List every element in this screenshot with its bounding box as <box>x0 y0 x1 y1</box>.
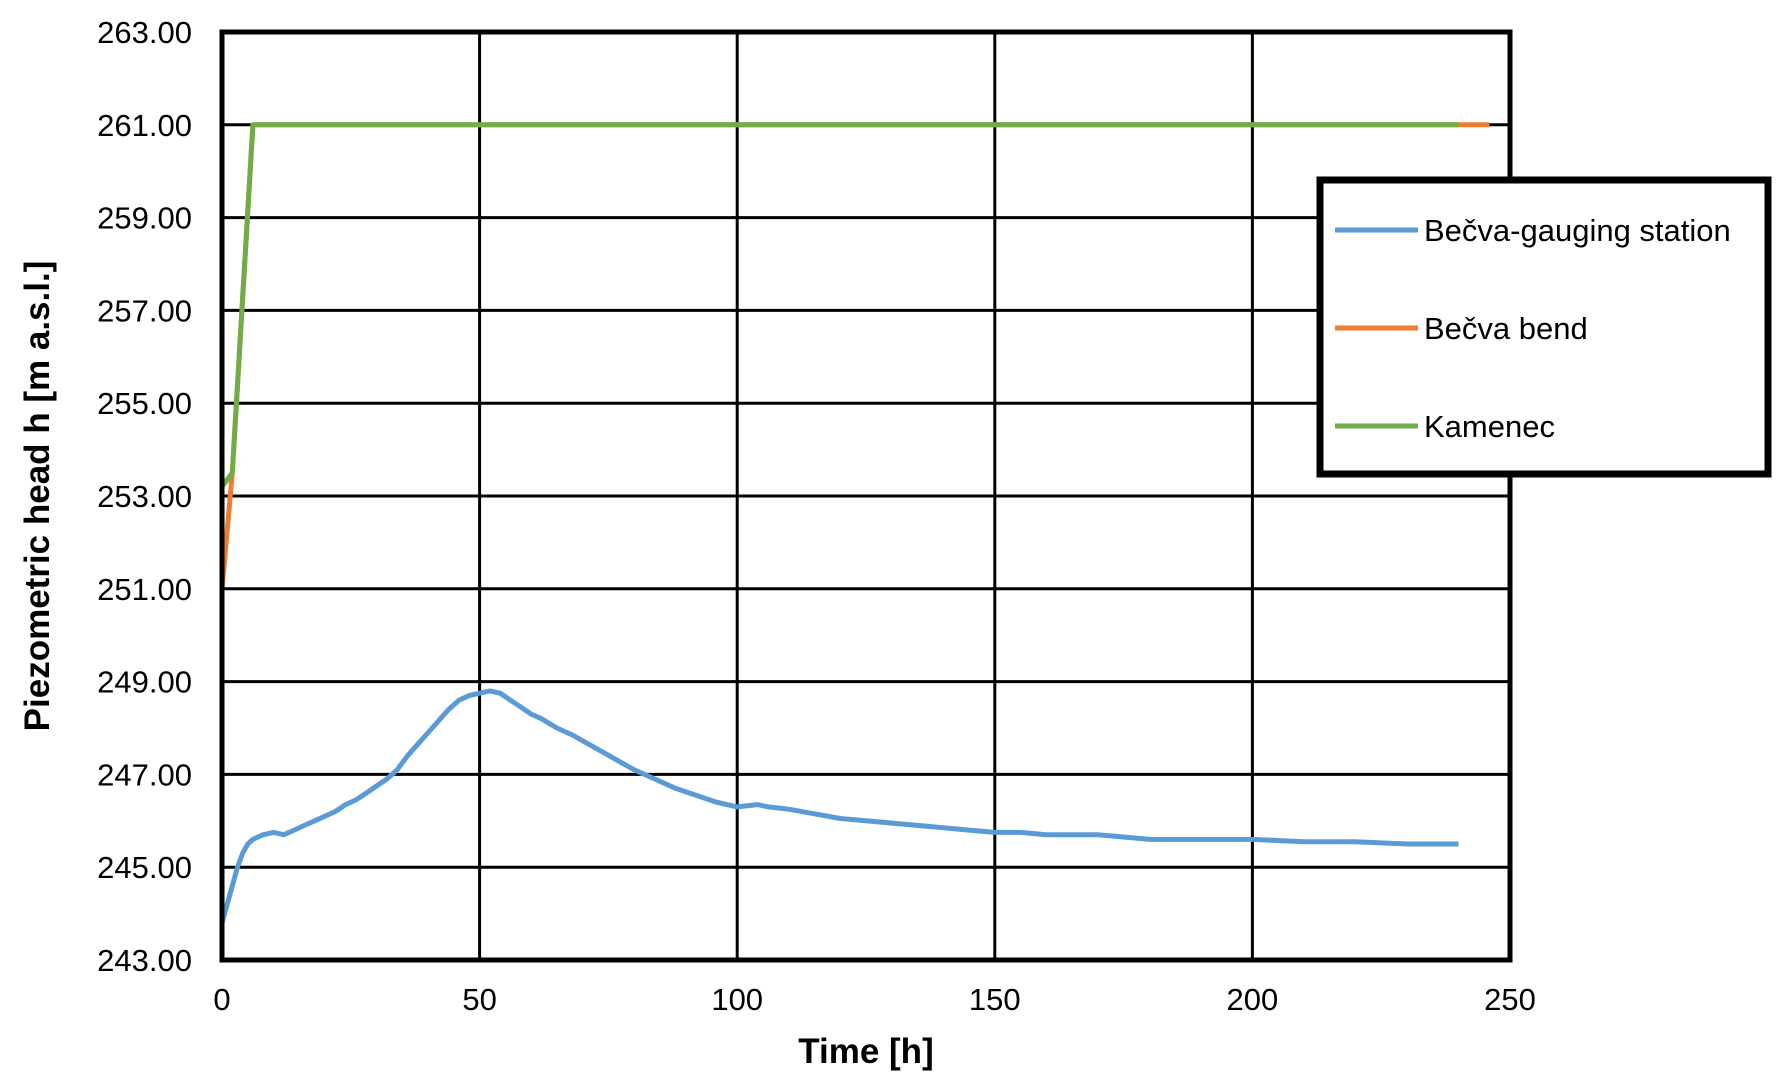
y-tick-label: 257.00 <box>97 293 192 328</box>
x-tick-label: 0 <box>213 982 230 1017</box>
series-line <box>219 122 1459 489</box>
y-tick-label: 243.00 <box>97 943 192 978</box>
x-axis-title: Time [h] <box>798 1032 933 1071</box>
y-tick-label: 245.00 <box>97 850 192 885</box>
x-tick-label: 150 <box>969 982 1021 1017</box>
series-lines <box>219 122 1490 924</box>
x-tick-label: 50 <box>462 982 496 1017</box>
y-tick-label: 251.00 <box>97 572 192 607</box>
axes: 243.00 245.00 247.00 249.00 251.00 253.00 255.… <box>97 15 1536 1017</box>
y-axis-title: Piezometric head h [m a.s.l.] <box>18 261 57 732</box>
y-tick-label: 253.00 <box>97 479 192 514</box>
legend: Bečva-gauging station Bečva bend Kamenec <box>1316 176 1772 478</box>
plot-border <box>219 29 1513 963</box>
x-tick-label: 200 <box>1227 982 1279 1017</box>
series-line <box>219 122 1490 590</box>
series-line <box>219 688 1459 924</box>
y-tick-label: 255.00 <box>97 386 192 421</box>
legend-label: Bečva bend <box>1424 311 1588 346</box>
x-tick-label: 250 <box>1484 982 1536 1017</box>
legend-label: Bečva-gauging station <box>1424 213 1731 248</box>
y-tick-label: 247.00 <box>97 757 192 792</box>
y-tick-label: 263.00 <box>97 15 192 50</box>
legend-label: Kamenec <box>1424 409 1555 444</box>
y-tick-label: 259.00 <box>97 201 192 236</box>
x-tick-label: 100 <box>711 982 763 1017</box>
y-tick-label: 261.00 <box>97 108 192 143</box>
y-tick-label: 249.00 <box>97 665 192 700</box>
